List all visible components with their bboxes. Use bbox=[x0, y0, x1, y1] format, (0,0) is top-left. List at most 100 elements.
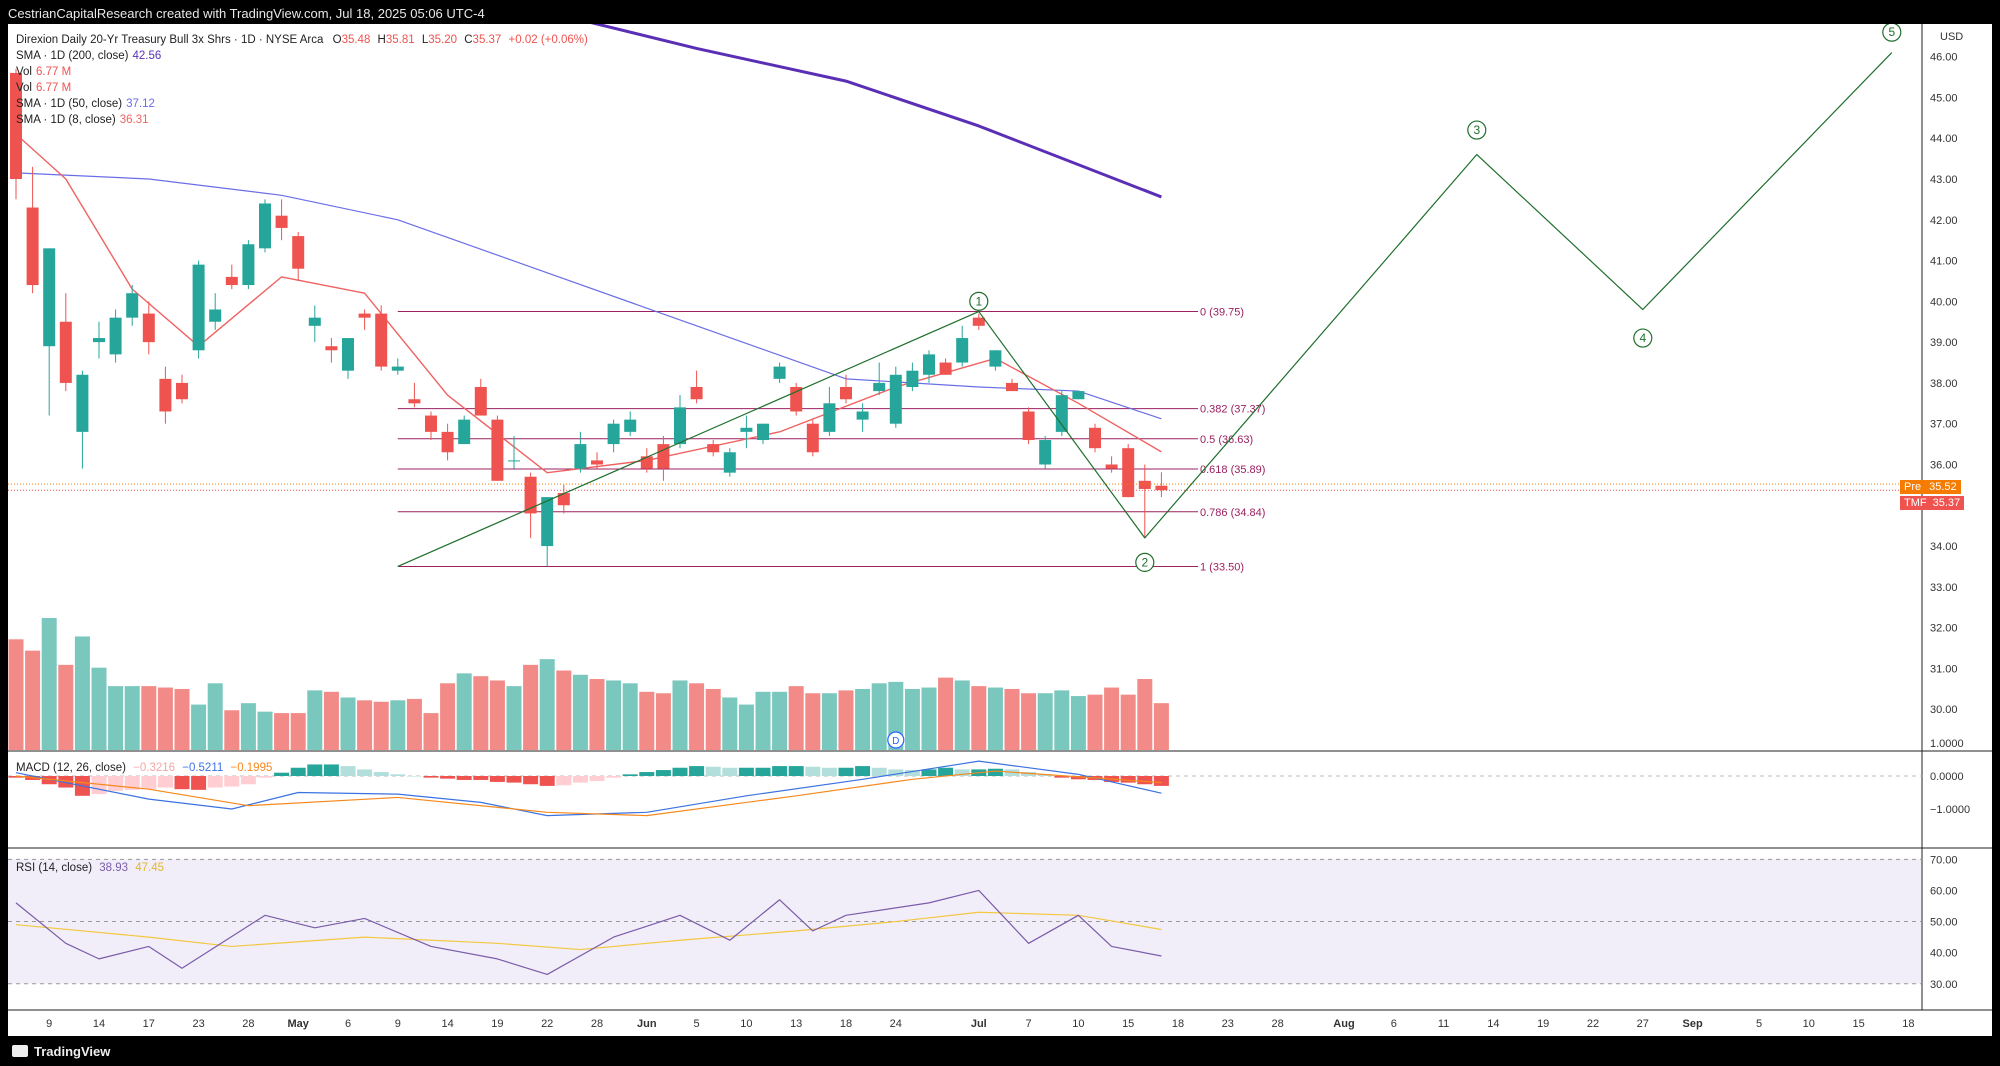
legend-vol-2[interactable]: Vol 6.77 M bbox=[16, 82, 72, 94]
elliott-wave-path bbox=[397, 52, 1893, 568]
time-tick-label: 13 bbox=[790, 1018, 802, 1030]
macd-histogram-bar bbox=[340, 766, 356, 776]
volume-bar bbox=[672, 680, 688, 750]
candle-body bbox=[425, 415, 437, 432]
candle-body bbox=[1072, 391, 1085, 400]
candle-body bbox=[1022, 411, 1035, 441]
volume-bar bbox=[224, 710, 240, 750]
macd-histogram-bar bbox=[855, 766, 871, 776]
candle-body bbox=[757, 423, 769, 441]
time-tick-label: 17 bbox=[143, 1018, 155, 1030]
candle-body bbox=[840, 387, 852, 400]
time-tick-label: Aug bbox=[1333, 1018, 1354, 1030]
candle-body bbox=[1039, 440, 1052, 465]
volume-bar bbox=[539, 659, 555, 750]
candle-body bbox=[674, 407, 686, 445]
tradingview-brand[interactable]: TradingView bbox=[12, 1044, 110, 1059]
candle-body bbox=[242, 244, 255, 286]
volume-bar bbox=[689, 683, 705, 750]
wave-label-text: 4 bbox=[1639, 331, 1646, 345]
volume-bar bbox=[489, 680, 505, 750]
candle-body bbox=[325, 346, 338, 351]
candle-body bbox=[740, 427, 753, 432]
candle-body bbox=[624, 419, 637, 432]
macd-histogram-bar bbox=[904, 770, 920, 776]
candle-body bbox=[93, 338, 105, 343]
candle-body bbox=[308, 317, 321, 326]
volume-bar bbox=[523, 664, 539, 750]
candle-body bbox=[707, 444, 720, 453]
candle-body bbox=[126, 293, 139, 318]
volume-bar bbox=[954, 680, 970, 750]
macd-histogram-bar bbox=[738, 767, 754, 776]
macd-histogram-bar bbox=[539, 776, 555, 786]
volume-bar bbox=[373, 701, 389, 750]
candle-body bbox=[109, 317, 122, 355]
macd-histogram-bar bbox=[224, 776, 240, 787]
volume-bar bbox=[191, 704, 207, 750]
macd-histogram-bar bbox=[1021, 772, 1037, 776]
time-tick-label: 6 bbox=[345, 1018, 351, 1030]
fib-level-label: 1 (33.50) bbox=[1200, 561, 1244, 573]
price-tick-label: 30.00 bbox=[1930, 704, 1958, 716]
currency-label: USD bbox=[1940, 31, 1963, 43]
legend-vol-1[interactable]: Vol 6.77 M bbox=[16, 66, 72, 78]
legend-sma50[interactable]: SMA · 1D (50, close) 37.12 bbox=[16, 98, 155, 110]
time-tick-label: 5 bbox=[1756, 1018, 1762, 1030]
fib-level-label: 0.382 (37.37) bbox=[1200, 404, 1265, 416]
time-tick-label: 7 bbox=[1026, 1018, 1032, 1030]
price-chart-svg[interactable]: USD30.0031.0032.0033.0034.0035.0036.0037… bbox=[8, 24, 1992, 1036]
wave-label-circle bbox=[1467, 120, 1487, 140]
fib-level-label: 0.618 (35.89) bbox=[1200, 464, 1265, 476]
rsi-tick-label: 30.00 bbox=[1930, 979, 1958, 991]
macd-histogram-bar bbox=[1120, 776, 1136, 783]
volume-bar bbox=[124, 686, 140, 750]
macd-histogram-bar bbox=[1054, 776, 1070, 778]
candle-body bbox=[956, 338, 969, 363]
legend-sma200[interactable]: SMA · 1D (200, close) 42.56 bbox=[16, 50, 162, 62]
macd-histogram-bar bbox=[191, 776, 207, 790]
macd-histogram-bar bbox=[390, 774, 406, 776]
volume-bar bbox=[58, 664, 74, 750]
candle-body bbox=[358, 313, 371, 318]
wave-label-text: 3 bbox=[1473, 123, 1480, 137]
candle-body bbox=[391, 366, 404, 371]
macd-histogram-bar bbox=[124, 776, 140, 790]
volume-bar bbox=[938, 677, 954, 750]
macd-histogram-bar bbox=[1137, 776, 1153, 785]
candle-body bbox=[1055, 395, 1068, 432]
volume-bar bbox=[1104, 687, 1120, 750]
legend-sma8[interactable]: SMA · 1D (8, close) 36.31 bbox=[16, 114, 149, 126]
legend-macd[interactable]: MACD (12, 26, close) −0.3216 −0.5211 −0.… bbox=[16, 762, 273, 774]
candle-body bbox=[43, 248, 56, 347]
volume-bar bbox=[655, 693, 671, 750]
time-tick-label: 14 bbox=[93, 1018, 105, 1030]
macd-histogram-bar bbox=[788, 766, 804, 776]
candle-body bbox=[923, 354, 935, 375]
volume-bar bbox=[274, 713, 290, 750]
macd-histogram-bar bbox=[456, 776, 472, 780]
price-tick-label: 40.00 bbox=[1930, 296, 1958, 308]
time-tick-label: 15 bbox=[1122, 1018, 1134, 1030]
candle-body bbox=[176, 382, 188, 400]
volume-bar bbox=[722, 697, 738, 750]
price-tick-label: 34.00 bbox=[1930, 541, 1958, 553]
volume-bar bbox=[1037, 693, 1053, 750]
wave-label-text: 1 bbox=[975, 294, 982, 308]
fib-level-label: 0.5 (36.63) bbox=[1200, 434, 1253, 446]
legend-rsi[interactable]: RSI (14, close) 38.93 47.45 bbox=[16, 862, 165, 874]
chart-area[interactable]: USD30.0031.0032.0033.0034.0035.0036.0037… bbox=[8, 24, 1992, 1036]
wave-label-text: 2 bbox=[1141, 555, 1148, 569]
candle-body bbox=[1155, 485, 1168, 491]
volume-bar bbox=[622, 683, 638, 750]
macd-histogram-bar bbox=[41, 776, 57, 785]
time-tick-label: 27 bbox=[1637, 1018, 1649, 1030]
candle-body bbox=[292, 236, 305, 269]
time-tick-label: 22 bbox=[1587, 1018, 1599, 1030]
rsi-tick-label: 60.00 bbox=[1930, 885, 1958, 897]
volume-bar bbox=[871, 683, 887, 750]
candle-body bbox=[458, 419, 471, 445]
volume-bar bbox=[473, 676, 489, 750]
rsi-tick-label: 70.00 bbox=[1930, 854, 1958, 866]
macd-histogram-bar bbox=[1037, 774, 1053, 776]
